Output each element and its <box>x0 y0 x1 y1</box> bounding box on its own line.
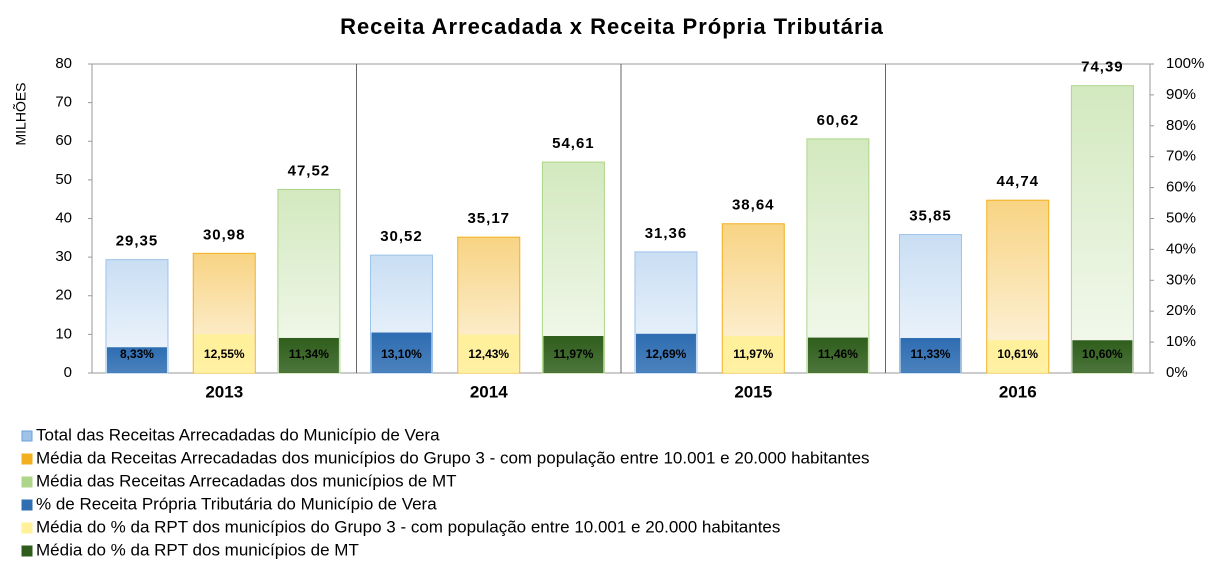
y2-tick-label: 10% <box>1166 333 1196 350</box>
y2-tick-label: 70% <box>1166 148 1196 165</box>
overlay-bar <box>106 347 167 373</box>
overlay-label: 10,60% <box>1082 347 1123 361</box>
legend-label: Média do % da RPT dos municípios do Grup… <box>36 517 780 536</box>
y-axis-label: MILHÕES <box>13 82 29 145</box>
overlay-bar <box>278 337 339 373</box>
overlay-label: 13,10% <box>381 347 422 361</box>
overlay-bar <box>723 336 784 373</box>
value-label: 29,35 <box>116 233 159 250</box>
legend-swatch <box>21 453 33 465</box>
overlay-bar <box>987 340 1048 373</box>
overlay-label: 12,69% <box>646 347 687 361</box>
legend-label: Média da Receitas Arrecadadas dos municí… <box>36 448 870 467</box>
overlay-bar <box>371 332 432 373</box>
value-label: 35,17 <box>467 210 510 227</box>
value-label: 47,52 <box>288 162 331 179</box>
chart-title: Receita Arrecadada x Receita Própria Tri… <box>340 14 884 39</box>
value-label: 30,98 <box>203 226 246 243</box>
legend-label: Média das Receitas Arrecadadas dos munic… <box>36 471 456 490</box>
legend-swatch <box>21 522 33 534</box>
y-tick-label: 50 <box>55 171 72 188</box>
y2-tick-label: 60% <box>1166 179 1196 196</box>
value-label: 44,74 <box>996 173 1039 190</box>
overlay-label: 10,61% <box>997 347 1038 361</box>
value-label: 60,62 <box>817 112 860 129</box>
legend-label: % de Receita Própria Tributária do Munic… <box>36 494 437 513</box>
x-tick-label: 2015 <box>734 382 772 401</box>
x-tick-label: 2013 <box>205 382 243 401</box>
overlay-bar <box>194 334 255 373</box>
y-tick-label: 0 <box>64 364 72 381</box>
y-tick-label: 70 <box>55 94 72 111</box>
value-label: 30,52 <box>380 228 423 245</box>
y2-tick-label: 80% <box>1166 117 1196 134</box>
legend-swatch <box>21 499 33 511</box>
value-label: 35,85 <box>909 207 952 224</box>
overlay-label: 11,97% <box>553 347 593 361</box>
overlay-bar <box>458 334 519 373</box>
y-tick-label: 30 <box>55 248 72 265</box>
y2-tick-label: 0% <box>1166 364 1188 381</box>
y-tick-label: 40 <box>55 209 72 226</box>
overlay-label: 8,33% <box>120 347 154 361</box>
overlay-bar <box>807 337 868 373</box>
legend-label: Total das Receitas Arrecadadas do Municí… <box>36 425 440 444</box>
value-label: 31,36 <box>645 225 688 242</box>
legend-label: Média do % da RPT dos municípios de MT <box>36 540 359 559</box>
overlay-label: 11,46% <box>818 347 858 361</box>
y2-tick-label: 40% <box>1166 240 1196 257</box>
x-tick-label: 2016 <box>999 382 1037 401</box>
x-tick-label: 2014 <box>470 382 508 401</box>
overlay-label: 11,97% <box>733 347 773 361</box>
value-label: 54,61 <box>552 135 595 152</box>
y2-tick-label: 100% <box>1166 55 1204 72</box>
overlay-bar <box>900 337 961 373</box>
y2-tick-label: 90% <box>1166 86 1196 103</box>
overlay-label: 12,55% <box>204 347 245 361</box>
value-label: 74,39 <box>1081 59 1124 76</box>
y2-tick-label: 30% <box>1166 271 1196 288</box>
overlay-bar <box>1072 340 1133 373</box>
bar <box>806 138 870 374</box>
y-tick-label: 80 <box>55 55 72 72</box>
overlay-label: 11,34% <box>289 347 329 361</box>
overlay-label: 11,33% <box>910 347 950 361</box>
overlay-bar <box>635 333 696 373</box>
legend-swatch <box>21 476 33 488</box>
y-tick-label: 20 <box>55 287 72 304</box>
value-label: 38,64 <box>732 197 775 214</box>
y-tick-label: 10 <box>55 325 72 342</box>
overlay-bar <box>543 336 604 373</box>
y2-tick-label: 20% <box>1166 302 1196 319</box>
y2-tick-label: 50% <box>1166 209 1196 226</box>
y-tick-label: 60 <box>55 132 72 149</box>
legend-swatch <box>21 430 33 442</box>
overlay-label: 12,43% <box>468 347 509 361</box>
legend-swatch <box>21 545 33 557</box>
bar <box>1070 85 1134 374</box>
